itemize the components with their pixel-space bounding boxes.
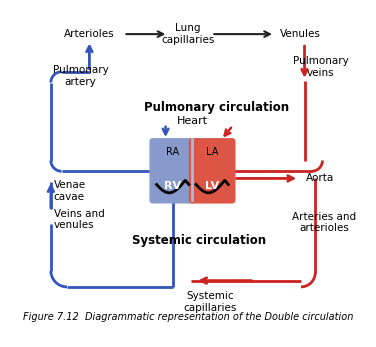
Text: Pulmonary
veins: Pulmonary veins xyxy=(293,57,349,78)
Text: Venae
cavae: Venae cavae xyxy=(53,180,86,202)
Text: LV: LV xyxy=(205,181,219,191)
Text: Veins and
venules: Veins and venules xyxy=(53,209,104,230)
Text: Venules: Venules xyxy=(280,29,320,39)
Text: Lung
capillaries: Lung capillaries xyxy=(161,23,215,45)
Text: Heart: Heart xyxy=(177,116,208,126)
Text: Pulmonary circulation: Pulmonary circulation xyxy=(144,101,289,114)
Text: LA: LA xyxy=(206,147,218,157)
Text: Figure 7.12  Diagrammatic representation of the Double circulation: Figure 7.12 Diagrammatic representation … xyxy=(23,312,353,322)
FancyBboxPatch shape xyxy=(149,138,196,204)
Text: Arteries and
arterioles: Arteries and arterioles xyxy=(292,212,356,233)
Text: Pulmonary
artery: Pulmonary artery xyxy=(53,66,108,87)
Text: Arterioles: Arterioles xyxy=(64,29,115,39)
FancyBboxPatch shape xyxy=(189,138,235,204)
Text: Systemic
capillaries: Systemic capillaries xyxy=(184,291,237,313)
Text: RV: RV xyxy=(164,181,181,191)
Text: Systemic circulation: Systemic circulation xyxy=(132,234,266,247)
Text: Aorta: Aorta xyxy=(306,174,335,184)
Text: RA: RA xyxy=(166,147,179,157)
